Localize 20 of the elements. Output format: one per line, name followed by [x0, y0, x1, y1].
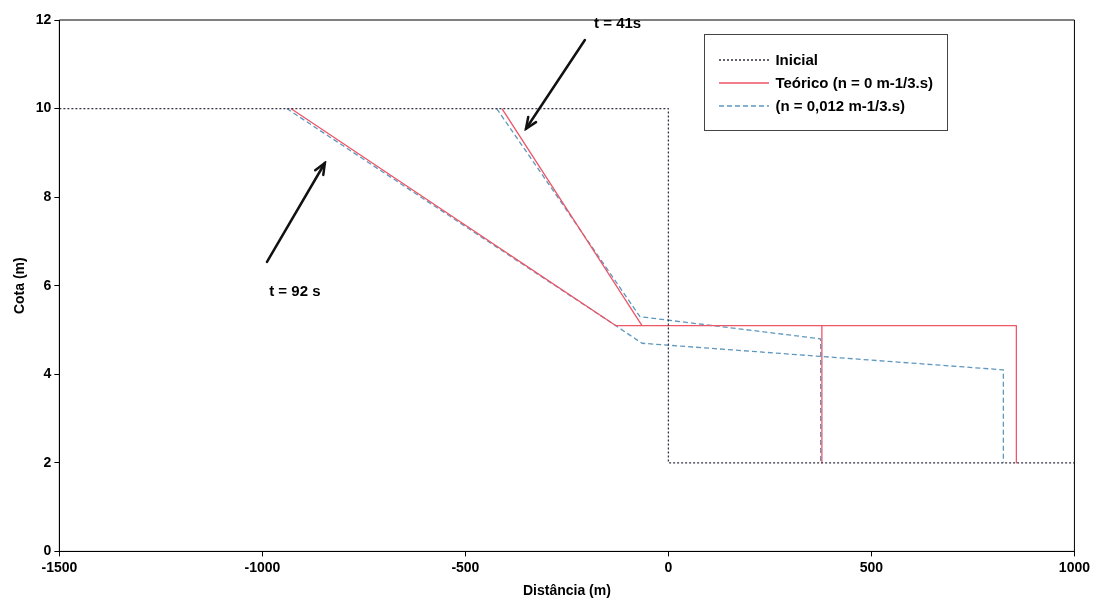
- y-tick-label: 10: [35, 99, 52, 116]
- legend-label: Teórico (n = 0 m-1/3.s): [775, 74, 934, 91]
- annotation: t = 41s: [594, 13, 642, 31]
- x-tick-label: 1000: [1058, 558, 1091, 575]
- y-tick-label: 0: [43, 542, 52, 559]
- legend-label: Inicial: [775, 51, 818, 68]
- x-tick-label: 0: [664, 558, 673, 575]
- y-tick-label: 8: [43, 187, 52, 204]
- x-tick-label: 500: [859, 558, 884, 575]
- annotation: t = 92 s: [269, 282, 321, 299]
- y-axis-title: Cota (m): [11, 257, 28, 315]
- x-tick-label: -1500: [41, 558, 78, 575]
- x-axis-title: Distância (m): [522, 582, 611, 599]
- legend-label: (n = 0,012 m-1/3.s): [775, 97, 906, 114]
- x-tick-label: -1000: [244, 558, 281, 575]
- x-tick-label: -500: [451, 558, 480, 575]
- y-tick-label: 2: [43, 453, 52, 470]
- y-tick-label: 6: [43, 276, 52, 293]
- y-tick-label: 4: [43, 365, 52, 382]
- y-tick-label: 12: [35, 10, 52, 27]
